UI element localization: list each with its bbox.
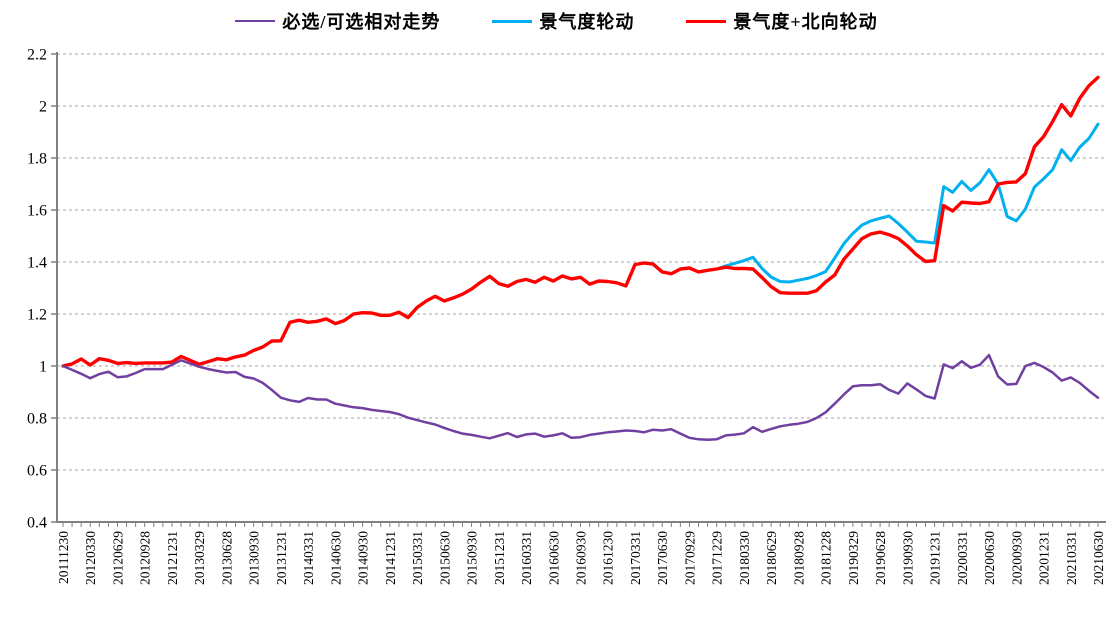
- axes: [56, 52, 1106, 523]
- svg-text:20181228: 20181228: [819, 531, 834, 585]
- svg-text:20201231: 20201231: [1037, 531, 1052, 585]
- svg-text:1.2: 1.2: [27, 307, 47, 324]
- series-line-1: [61, 75, 1100, 368]
- svg-text:20170331: 20170331: [628, 531, 643, 585]
- svg-text:2: 2: [39, 99, 47, 116]
- svg-text:20111230: 20111230: [56, 531, 71, 584]
- svg-text:20150331: 20150331: [410, 531, 425, 585]
- svg-text:20210630: 20210630: [1091, 531, 1106, 585]
- svg-text:20200630: 20200630: [982, 531, 997, 585]
- svg-text:20170630: 20170630: [655, 531, 670, 585]
- svg-text:20140331: 20140331: [301, 531, 316, 585]
- legend-item-prosperity-northbound-rotation: 景气度+北向轮动: [686, 8, 877, 34]
- svg-text:20180330: 20180330: [737, 531, 752, 585]
- gridlines: [57, 53, 1106, 471]
- svg-text:20150930: 20150930: [465, 531, 480, 585]
- svg-text:0.6: 0.6: [27, 463, 47, 480]
- purple-line-sample-icon: [235, 20, 276, 22]
- svg-text:20161230: 20161230: [601, 531, 616, 585]
- svg-text:20180928: 20180928: [791, 531, 806, 585]
- svg-text:20141231: 20141231: [383, 531, 398, 585]
- red-line-sample-icon: [686, 19, 727, 23]
- svg-text:20121231: 20121231: [165, 531, 180, 585]
- svg-text:20150630: 20150630: [437, 531, 452, 585]
- x-axis-ticks: [62, 522, 1099, 527]
- legend-label: 景气度+北向轮动: [733, 12, 878, 32]
- svg-text:20170929: 20170929: [682, 531, 697, 585]
- legend-item-prosperity-rotation: 景气度轮动: [492, 8, 634, 34]
- svg-text:20200930: 20200930: [1009, 531, 1024, 585]
- svg-text:1.6: 1.6: [27, 203, 47, 220]
- legend-label: 必选/可选相对走势: [282, 12, 441, 32]
- svg-text:20140630: 20140630: [328, 531, 343, 585]
- svg-text:20160930: 20160930: [573, 531, 588, 585]
- svg-text:0.8: 0.8: [27, 411, 47, 428]
- svg-text:2.2: 2.2: [27, 47, 47, 64]
- legend-item-relative-trend: 必选/可选相对走势: [235, 8, 440, 34]
- svg-text:20200331: 20200331: [955, 531, 970, 585]
- svg-text:20191231: 20191231: [928, 531, 943, 585]
- svg-text:0.4: 0.4: [27, 515, 47, 532]
- series-line-0: [715, 122, 1100, 284]
- svg-text:20140930: 20140930: [356, 531, 371, 585]
- y-axis-labels: 0.4 0.6 0.8 1 1.2 1.4 1.6 1.8 2 2.2: [27, 47, 57, 532]
- svg-text:20190329: 20190329: [846, 531, 861, 585]
- chart-legend: 必选/可选相对走势 景气度轮动 景气度+北向轮动: [0, 8, 1113, 34]
- svg-text:20151231: 20151231: [492, 531, 507, 585]
- svg-text:20120928: 20120928: [138, 531, 153, 585]
- svg-text:20120330: 20120330: [83, 531, 98, 585]
- svg-text:20160630: 20160630: [546, 531, 561, 585]
- series-line-2: [61, 353, 1100, 442]
- svg-text:20190930: 20190930: [900, 531, 915, 585]
- legend-label: 景气度轮动: [539, 12, 635, 32]
- svg-text:20130628: 20130628: [219, 531, 234, 585]
- svg-text:20130930: 20130930: [247, 531, 262, 585]
- svg-text:20210331: 20210331: [1064, 531, 1079, 585]
- svg-text:20160331: 20160331: [519, 531, 534, 585]
- svg-text:20131231: 20131231: [274, 531, 289, 585]
- svg-text:20120629: 20120629: [110, 531, 125, 585]
- svg-text:20190628: 20190628: [873, 531, 888, 585]
- cyan-line-sample-icon: [492, 19, 533, 23]
- svg-text:1.4: 1.4: [27, 255, 47, 272]
- svg-text:20180629: 20180629: [764, 531, 779, 585]
- svg-text:20171229: 20171229: [710, 531, 725, 585]
- svg-text:1: 1: [39, 359, 47, 376]
- x-axis-labels: 20111230 20120330 20120629 20120928 20121231…: [56, 531, 1106, 585]
- svg-text:1.8: 1.8: [27, 151, 47, 168]
- svg-text:20130329: 20130329: [192, 531, 207, 585]
